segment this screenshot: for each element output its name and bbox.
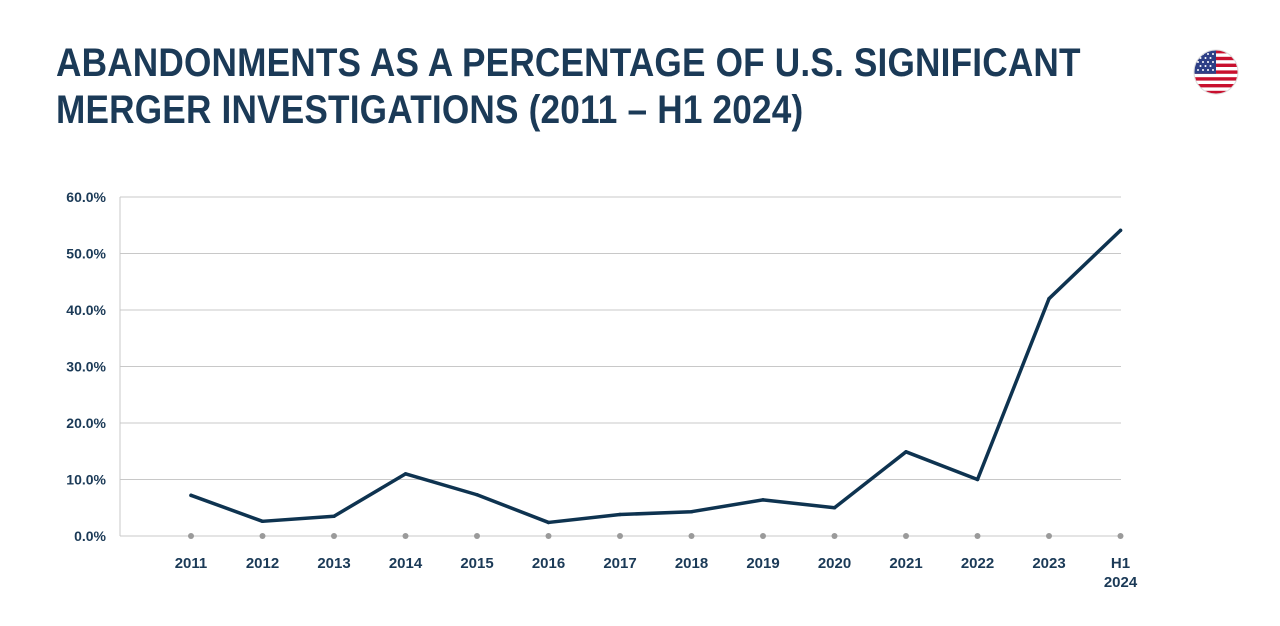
chart-title-line-1: ABANDONMENTS AS A PERCENTAGE OF U.S. SIG… [56, 41, 1081, 85]
data-point [832, 506, 837, 510]
x-tick-label: 2013 [317, 555, 350, 572]
x-tick-label: 2019 [746, 555, 779, 572]
data-point [618, 512, 622, 517]
x-tick-label: 2022 [961, 555, 994, 572]
chart-title: ABANDONMENTS AS A PERCENTAGE OF U.S. SIG… [56, 40, 1081, 134]
x-tick-dot [903, 533, 909, 539]
x-tick-label: 2011 [175, 555, 208, 572]
x-tick-label: 2023 [1032, 555, 1065, 572]
x-tick-label: 2021 [889, 555, 922, 572]
x-tick-dot [831, 533, 838, 539]
data-point [689, 509, 694, 514]
x-tick-label: 2015 [460, 555, 493, 572]
data-point [761, 498, 765, 502]
x-tick-dot [545, 533, 552, 539]
data-point [1047, 296, 1051, 301]
x-tick-dot [1117, 533, 1124, 539]
x-tick-dot [402, 533, 409, 539]
series-line [189, 228, 1123, 525]
x-tick-label: H1 [1111, 555, 1130, 572]
us-flag-icon [1193, 49, 1239, 95]
chart-title-line-2: MERGER INVESTIGATIONS (2011 – H1 2024) [56, 88, 804, 132]
x-axis-tick-dots [188, 533, 1124, 539]
y-tick-label: 20.0% [66, 415, 106, 431]
y-tick-label: 60.0% [66, 189, 106, 205]
series-layer [189, 228, 1123, 525]
data-point [403, 472, 408, 476]
x-tick-label: 2014 [389, 555, 423, 572]
x-tick-dot [974, 533, 981, 539]
data-point [546, 520, 551, 525]
x-tick-label: 2020 [818, 555, 851, 572]
data-point [260, 519, 265, 524]
x-tick-label: 2018 [675, 555, 708, 572]
y-tick-label: 40.0% [66, 302, 106, 318]
y-tick-label: 10.0% [66, 472, 106, 488]
x-axis-tick-labels: 2011 2012 2013 2014 2015 2016 2017 2018 2019 2020… [175, 555, 1138, 591]
y-tick-label: 0.0% [74, 528, 106, 544]
x-tick-dot [474, 533, 480, 539]
x-tick-dot [617, 533, 623, 539]
x-tick-label: 2017 [603, 555, 636, 572]
data-point [1118, 228, 1123, 233]
x-tick-label: 2016 [532, 555, 565, 572]
data-point [332, 514, 336, 518]
y-axis-tick-labels: 0.0% 10.0% 20.0% 30.0% 40.0% 50.0% 60.0% [66, 189, 106, 544]
y-tick-label: 50.0% [66, 246, 106, 262]
data-point [475, 493, 479, 497]
data-point [189, 493, 193, 498]
x-tick-label: 2024 [1104, 574, 1138, 591]
x-tick-dot [688, 533, 695, 539]
x-tick-dot [331, 533, 337, 539]
x-tick-dot [188, 533, 194, 539]
x-tick-dot [1046, 533, 1052, 539]
x-tick-dot [760, 533, 766, 539]
x-tick-label: 2012 [246, 555, 279, 572]
grid-lines [120, 196, 1121, 480]
data-point [975, 477, 980, 482]
x-tick-dot [259, 533, 266, 539]
data-point [904, 450, 908, 454]
y-tick-label: 30.0% [66, 359, 106, 375]
